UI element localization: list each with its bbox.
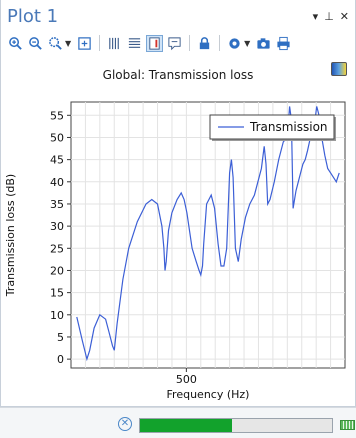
y-tick-label: 20 bbox=[50, 264, 64, 277]
plot-toolbar: ▼ ▼ bbox=[7, 33, 292, 53]
toolbar-separator bbox=[189, 35, 191, 51]
lock-icon[interactable] bbox=[196, 35, 213, 52]
plot-settings-icon[interactable] bbox=[226, 35, 243, 52]
grid-lines-icon[interactable] bbox=[106, 35, 123, 52]
y-tick-label: 10 bbox=[50, 309, 64, 322]
toolbar-separator bbox=[99, 35, 101, 51]
y-tick-label: 40 bbox=[50, 176, 64, 189]
legend-toggle-icon[interactable] bbox=[146, 34, 164, 52]
progress-fill bbox=[140, 419, 233, 432]
x-axis-label: Frequency (Hz) bbox=[167, 388, 250, 401]
camera-icon[interactable] bbox=[255, 35, 272, 52]
zoom-in-icon[interactable] bbox=[7, 35, 24, 52]
y-tick-label: 5 bbox=[57, 331, 64, 344]
y-tick-label: 15 bbox=[50, 287, 64, 300]
legend-label: Transmission bbox=[249, 120, 328, 134]
toolbar-separator bbox=[219, 35, 221, 51]
y-tick-label: 30 bbox=[50, 220, 64, 233]
chevron-down-icon[interactable]: ▼ bbox=[65, 38, 72, 48]
series-line bbox=[76, 106, 340, 362]
memory-icon bbox=[340, 420, 355, 430]
pin-dropdown-icon[interactable]: ▾ bbox=[312, 10, 319, 23]
y-tick-label: 45 bbox=[50, 154, 64, 167]
line-chart: 0 5 10 15 20 25 30 35 40 45 50 55 500 Frequency (Hz) T… bbox=[4, 101, 346, 401]
y-tick-label: 35 bbox=[50, 198, 64, 211]
close-icon[interactable]: ✕ bbox=[339, 10, 349, 23]
window-title: Plot 1 bbox=[7, 6, 59, 27]
y-tick-label: 0 bbox=[57, 353, 64, 366]
y-tick-label: 55 bbox=[50, 109, 64, 122]
x-tick-label: 500 bbox=[176, 373, 197, 386]
zoom-box-icon[interactable] bbox=[47, 35, 64, 52]
cancel-icon[interactable]: ✕ bbox=[118, 417, 132, 431]
annotation-icon[interactable] bbox=[166, 35, 183, 52]
y-axis-label: Transmission loss (dB) bbox=[4, 174, 17, 297]
progress-bar bbox=[139, 418, 333, 433]
chevron-down-icon[interactable]: ▼ bbox=[244, 38, 251, 48]
zoom-out-icon[interactable] bbox=[27, 35, 44, 52]
plot-area bbox=[70, 101, 346, 369]
pin-icon[interactable]: ⊥ bbox=[324, 10, 334, 23]
y-tick-label: 25 bbox=[50, 242, 64, 255]
grid-rows-icon[interactable] bbox=[126, 35, 143, 52]
plot-title: Global: Transmission loss bbox=[102, 68, 254, 82]
status-bar: ✕ bbox=[0, 407, 356, 438]
color-legend-icon[interactable] bbox=[331, 62, 347, 76]
zoom-extents-icon[interactable] bbox=[76, 35, 93, 52]
plot-window: Plot 1 ▾ ⊥ ✕ ▼ bbox=[0, 0, 356, 407]
print-icon[interactable] bbox=[275, 35, 292, 52]
y-tick-label: 50 bbox=[50, 131, 64, 144]
window-controls: ▾ ⊥ ✕ bbox=[313, 10, 349, 23]
